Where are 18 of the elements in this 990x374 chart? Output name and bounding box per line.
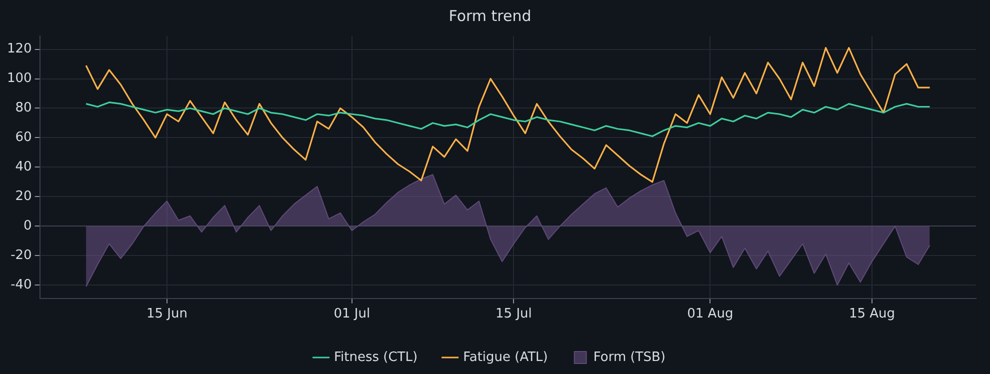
y-tick-label: 0 — [24, 218, 32, 234]
x-tick-label: 01 Jul — [334, 306, 370, 322]
y-tick-label: -20 — [10, 248, 32, 264]
legend-label: Form (TSB) — [593, 350, 666, 365]
y-tick-label: 80 — [15, 100, 32, 116]
y-tick-label: 100 — [6, 71, 32, 86]
legend-label: Fatigue (ATL) — [463, 350, 548, 365]
y-tick-label: 60 — [15, 130, 32, 146]
y-tick-label: 120 — [6, 42, 32, 57]
y-tick-label: 20 — [15, 189, 32, 204]
x-tick-label: 15 Jun — [146, 306, 188, 322]
y-tick-label: 40 — [15, 160, 32, 175]
x-tick-label: 15 Aug — [848, 306, 896, 322]
x-tick-label: 15 Jul — [496, 306, 532, 322]
y-tick-label: -40 — [10, 278, 32, 293]
chart-title: Form trend — [448, 6, 532, 25]
x-tick-label: 01 Aug — [687, 306, 734, 322]
legend-label: Fitness (CTL) — [334, 350, 418, 365]
